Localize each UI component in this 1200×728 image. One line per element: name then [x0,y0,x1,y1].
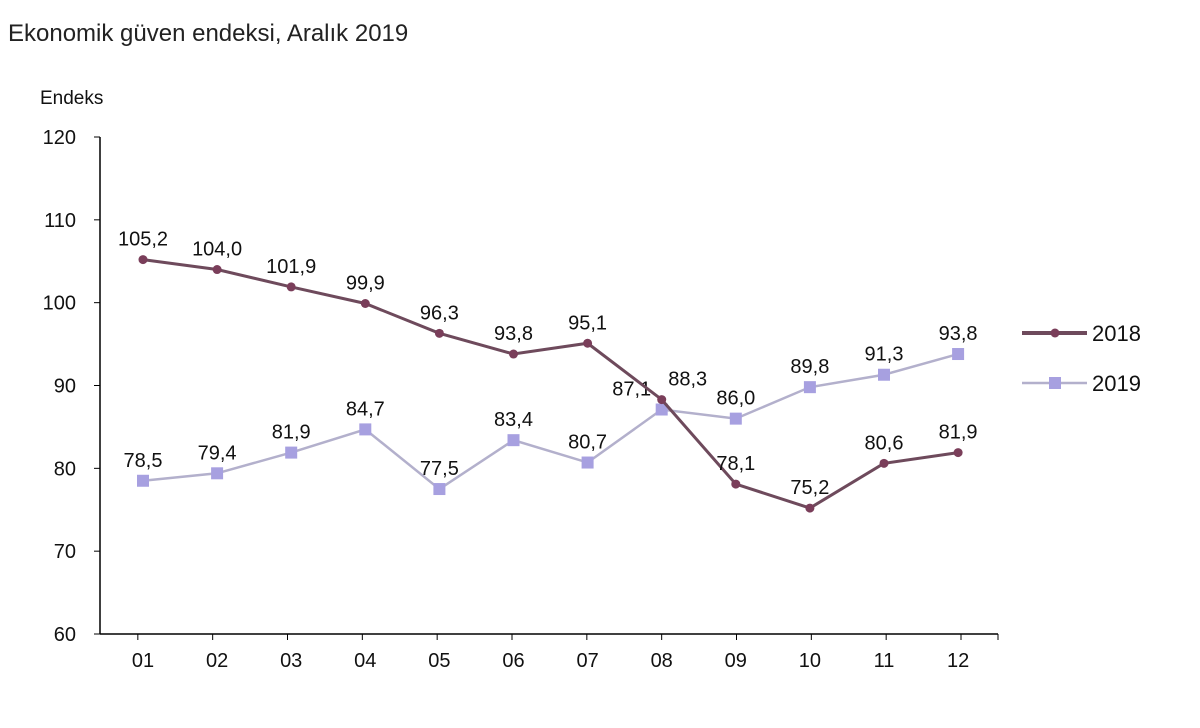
data-point-2019 [359,423,372,436]
data-point-2019 [878,368,890,381]
data-label-2019: 83,4 [494,409,533,431]
y-axis-label: Endeks [40,88,103,109]
data-label-2018: 88,3 [668,369,707,391]
y-tick-label: 100 [43,293,76,315]
series-line-2019 [142,352,959,491]
legend-marker-2019 [1049,377,1061,389]
data-label-2018: 99,9 [346,272,385,294]
data-label-2019: 79,4 [198,442,237,464]
y-tick-label: 110 [44,210,76,232]
data-point-2019 [433,483,446,496]
data-label-2018: 80,6 [865,432,904,454]
data-point-2019 [803,381,816,394]
data-point-2018 [434,328,444,338]
data-point-2018 [879,458,889,468]
data-point-2018 [138,255,148,265]
data-point-2018 [286,282,296,292]
legend-label-2018: 2018 [1092,321,1141,346]
data-label-2018: 93,8 [494,323,533,345]
x-tick-label: 10 [799,650,821,672]
data-point-2018 [731,479,741,489]
data-point-2019 [729,412,742,425]
data-label-2018: 78,1 [716,453,755,475]
data-point-2018 [805,503,815,513]
data-label-2018: 101,9 [266,256,316,278]
series-line-2018 [142,258,959,510]
data-point-2019 [581,456,594,469]
x-tick-label: 02 [206,650,228,672]
x-tick-label: 09 [725,650,747,672]
legend-marker-2018 [1050,328,1060,338]
data-label-2019: 84,7 [346,398,385,420]
y-tick-label: 80 [54,458,76,480]
data-label-2019: 87,1 [612,379,651,401]
chart-title: Ekonomik güven endeksi, Aralık 2019 [8,20,409,47]
data-label-2018: 81,9 [939,422,978,444]
data-label-2019: 91,3 [865,344,904,366]
y-tick-label: 60 [54,624,76,646]
data-label-2018: 96,3 [420,302,459,324]
data-label-2019: 81,9 [272,422,311,444]
data-point-2019 [285,446,298,459]
legend-label-2019: 2019 [1092,371,1141,396]
data-label-2019: 78,5 [124,450,163,472]
data-point-2018 [212,265,222,275]
data-point-2018 [953,448,963,458]
data-point-2018 [657,395,667,405]
x-tick-label: 08 [651,650,673,672]
data-point-2018 [360,298,370,308]
y-tick-label: 70 [54,541,76,563]
data-label-2019: 93,8 [939,323,978,345]
y-tick-label: 90 [54,376,76,398]
data-label-2019: 86,0 [716,388,755,410]
x-tick-label: 07 [576,650,598,672]
x-tick-label: 05 [428,650,450,672]
x-tick-label: 01 [132,650,154,672]
data-label-2018: 104,0 [192,239,242,261]
data-point-2019 [952,348,965,361]
data-point-2019 [655,403,668,416]
data-point-2019 [211,467,224,480]
data-label-2019: 77,5 [420,458,459,480]
x-tick-label: 03 [280,650,302,672]
data-label-2018: 105,2 [118,229,168,251]
x-tick-label: 04 [354,650,376,672]
data-point-2019 [137,474,149,487]
data-point-2018 [583,338,593,348]
data-point-2018 [509,349,518,359]
x-tick-label: 11 [874,650,895,672]
x-tick-label: 06 [502,650,524,672]
data-label-2018: 75,2 [790,477,829,499]
data-label-2019: 80,7 [568,432,607,454]
data-point-2019 [507,434,520,447]
x-tick-label: 12 [947,650,969,672]
y-tick-label: 120 [43,127,76,149]
data-label-2018: 95,1 [568,312,607,334]
data-label-2019: 89,8 [790,356,829,378]
